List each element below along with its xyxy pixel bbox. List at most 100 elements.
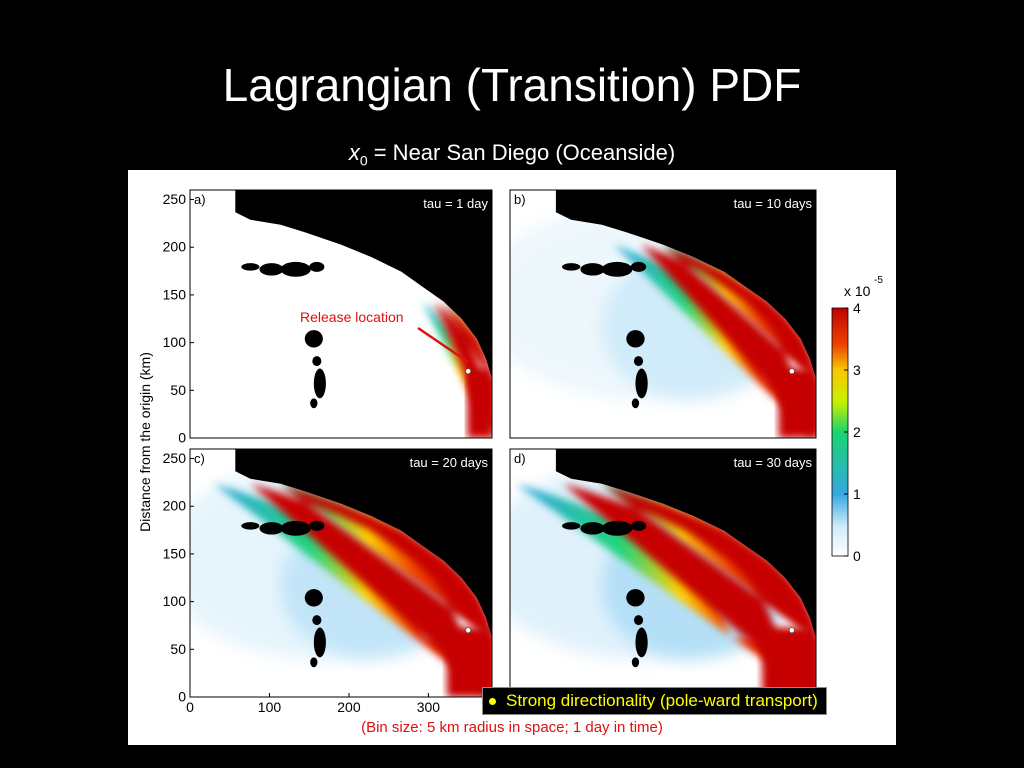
mainland [510,190,816,379]
island [310,398,318,409]
island [310,657,318,668]
y-tick-label: 0 [178,430,186,446]
x-tick-label: 0 [186,699,194,715]
coastal-pdf-core [641,244,816,438]
panel-letter: d) [514,451,526,466]
release-location-arrow [417,326,469,364]
island [259,522,284,535]
island [626,589,645,607]
release-point [465,627,472,634]
island [280,261,311,277]
coastal-pdf-band [214,483,492,697]
island [580,522,605,535]
coastal-pdf-core [250,483,492,697]
y-tick-label: 100 [163,334,187,350]
bullet-dot [489,697,496,705]
panel-4 [510,449,816,697]
panel-tau-label: tau = 30 days [734,455,813,470]
y-tick-label: 200 [163,498,187,514]
coastal-pdf-core [563,483,816,697]
island [626,330,645,348]
coastal-pdf-tail [467,368,492,438]
figure: a) tau = 1 day b) tau = 10 days c) tau = 20 d… [128,170,896,745]
island [259,263,284,276]
colorbar-tick-label: 3 [853,362,861,378]
release-point [788,368,795,375]
pdf-figure-svg: a) tau = 1 day b) tau = 10 days c) tau = 20 d… [137,189,883,715]
release-point [788,627,795,634]
island [633,356,644,367]
colorbar-tick-label: 1 [853,486,861,502]
mainland [510,449,816,638]
subtitle-subscript: 0 [359,152,368,169]
subtitle-variable: x [348,140,360,165]
coastal-pdf-tail [762,627,816,697]
y-tick-label: 150 [163,545,187,561]
panel-3 [190,449,492,697]
panel-frame [189,448,493,698]
island [631,398,640,409]
island [580,263,605,276]
island [313,368,326,399]
island [304,330,323,348]
x-tick-label: 300 [417,699,441,715]
island [309,520,325,531]
y-tick-label: 200 [163,239,187,255]
slide-title: Lagrangian (Transition) PDF [222,59,802,111]
mainland [190,190,492,379]
island [562,522,581,530]
panel-2 [510,190,816,438]
panel-tau-label: tau = 10 days [734,196,813,211]
callout-text: Strong directionality (pole-ward transpo… [506,691,818,710]
panel-1 [190,190,492,438]
coastal-pdf-tail [447,627,492,697]
island [309,261,325,272]
coastal-pdf-band [614,244,816,438]
y-tick-label: 100 [163,593,187,609]
y-tick-label: 50 [170,641,186,657]
colorbar-exponent: -5 [874,275,883,286]
y-tick-label: 250 [163,450,187,466]
island [630,261,647,272]
panel-letter: a) [194,192,206,207]
island [633,615,644,626]
island [241,522,260,530]
panel-tau-label: tau = 20 days [410,455,489,470]
panel-letter: b) [514,192,526,207]
island [631,657,640,668]
island [630,520,647,531]
x-tick-label: 100 [258,699,282,715]
y-tick-label: 50 [170,382,186,398]
coastal-pdf-band [516,483,816,697]
panel-frame [509,189,817,439]
colorbar-tick-label: 0 [853,548,861,564]
subtitle-text: = Near San Diego (Oceanside) [367,140,676,165]
colorbar-tick-label: 2 [853,424,861,440]
coastal-pdf-core [434,301,492,438]
island [635,627,648,658]
island [304,589,323,607]
coastal-pdf-tail [778,368,816,438]
y-tick-label: 150 [163,286,187,302]
island [280,520,311,536]
y-tick-label: 0 [178,689,186,705]
island [601,261,633,277]
island [313,627,326,658]
colorbar-tick-label: 4 [853,300,861,316]
panel-frame [189,189,493,439]
island [601,520,633,536]
mainland [190,449,492,638]
y-axis-label: Distance from the origin (km) [137,352,153,532]
release-point [465,368,472,375]
island [241,263,260,271]
panel-tau-label: tau = 1 day [423,196,488,211]
x-tick-label: 200 [337,699,361,715]
island [312,615,322,626]
bin-size-note: (Bin size: 5 km radius in space; 1 day i… [361,719,663,736]
island [312,356,322,367]
island [635,368,648,399]
island [562,263,581,271]
slide-subtitle: x0 = Near San Diego (Oceanside) [0,140,1024,168]
colorbar-multiplier: x 10 [844,283,871,299]
y-tick-label: 250 [163,191,187,207]
